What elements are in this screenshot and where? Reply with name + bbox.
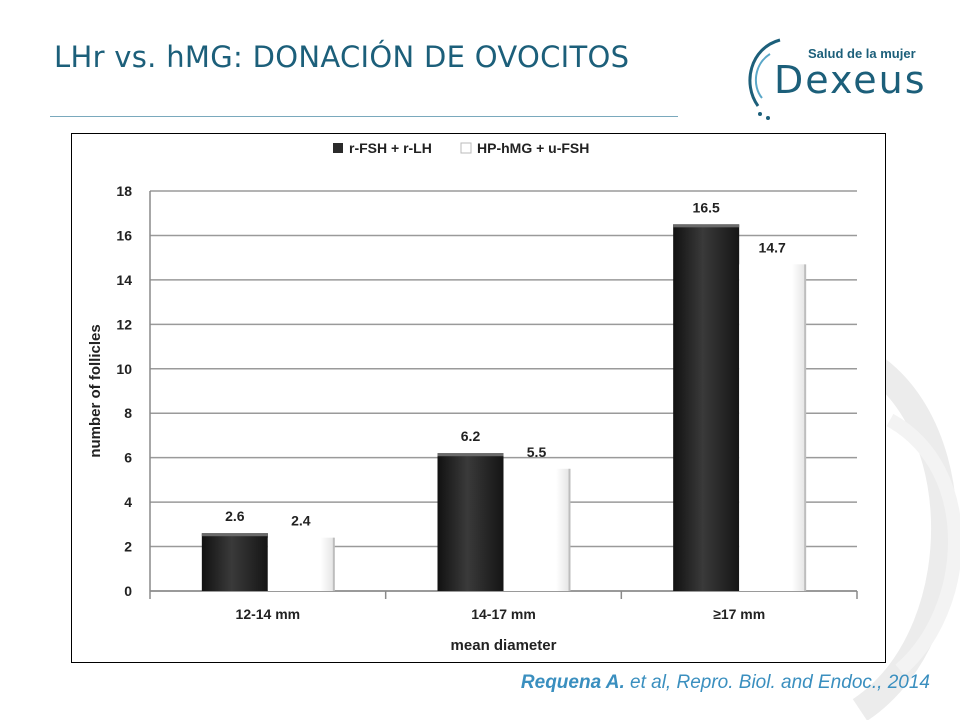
logo-wordmark: Dexeus [774, 58, 927, 102]
data-label: 14.7 [759, 239, 786, 255]
dexeus-logo: Salud de la mujer Dexeus [740, 34, 925, 124]
legend-swatch-rfsh-rlh [333, 143, 343, 153]
x-tick-label: ≥17 mm [713, 606, 765, 622]
y-tick-label: 12 [116, 316, 132, 332]
x-tick-label: 12-14 mm [236, 606, 301, 622]
bar-top-highlight [437, 453, 504, 457]
y-tick-label: 2 [124, 539, 132, 555]
bar-hphmg-ufsh [739, 264, 806, 591]
data-label: 16.5 [693, 199, 720, 215]
decorative-arcs [835, 337, 960, 720]
legend-label-rfsh-rlh: r-FSH + r-LH [349, 140, 432, 156]
bar-hphmg-ufsh [267, 537, 334, 591]
bar-rfsh-rlh [673, 224, 740, 591]
title-divider [50, 116, 678, 117]
data-label: 2.6 [225, 508, 245, 524]
x-tick-label: 14-17 mm [471, 606, 536, 622]
y-tick-label: 10 [116, 361, 132, 377]
x-axis-label: mean diameter [451, 637, 557, 654]
logo-tagline: Salud de la mujer [808, 46, 916, 61]
bar-rfsh-rlh [201, 533, 268, 591]
y-tick-label: 8 [124, 405, 132, 421]
legend-label-hphmg-ufsh: HP-hMG + u-FSH [477, 140, 589, 156]
bar-top-highlight [201, 533, 268, 537]
y-tick-label: 16 [116, 227, 132, 243]
citation: Requena A. et al, Repro. Biol. and Endoc… [521, 672, 930, 694]
y-axis-label: number of follicles [87, 324, 104, 457]
bar-top-highlight [673, 224, 740, 228]
y-tick-label: 6 [124, 450, 132, 466]
citation-rest: et al, Repro. Biol. and Endoc., 2014 [624, 672, 930, 693]
logo-swirl-icon [748, 38, 781, 120]
citation-author: Requena A. [520, 672, 625, 693]
chart-frame: 0 2 4 6 8 10 12 14 16 18 2.6 2.4 12-14 mm 6.2 5.5 14-17… [71, 133, 886, 663]
bar-rfsh-rlh [437, 453, 504, 591]
slide-title: LHr vs. hMG: DONACIÓN DE OVOCITOS [54, 40, 630, 74]
y-tick-label: 18 [116, 183, 132, 199]
bar-hphmg-ufsh [503, 468, 570, 591]
bar-chart: 0 2 4 6 8 10 12 14 16 18 2.6 2.4 12-14 mm 6.2 5.5 14-17… [87, 140, 858, 654]
y-tick-label: 0 [124, 583, 132, 599]
y-tick-label: 4 [124, 494, 132, 510]
data-label: 2.4 [291, 513, 311, 529]
y-tick-label: 14 [116, 272, 132, 288]
data-label: 6.2 [461, 428, 481, 444]
data-label: 5.5 [527, 444, 547, 460]
legend-swatch-hphmg-ufsh [460, 142, 472, 154]
